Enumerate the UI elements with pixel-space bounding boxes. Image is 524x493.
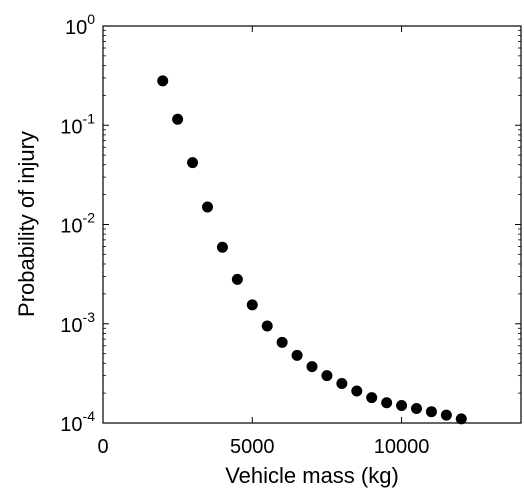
data-point	[202, 201, 213, 213]
x-tick-label: 10000	[374, 436, 430, 458]
x-tick-label: 0	[97, 436, 108, 458]
y-tick-base: 10	[60, 216, 82, 238]
data-point	[455, 413, 467, 425]
data-point	[396, 400, 408, 412]
y-axis-label: Probability of injury	[14, 131, 39, 317]
y-tick-label: 10-2	[60, 210, 95, 238]
data-point	[425, 406, 437, 418]
x-axis-ticks: 0 5000 10000	[97, 26, 429, 458]
y-tick-label: 10-4	[60, 408, 95, 436]
data-point	[246, 299, 258, 311]
data-point	[276, 336, 288, 348]
y-tick-base: 10	[60, 116, 82, 138]
data-point	[351, 385, 363, 397]
y-tick-exponent: -3	[83, 309, 96, 325]
y-tick-base: 10	[65, 17, 87, 39]
data-point	[366, 392, 378, 404]
data-point	[157, 75, 169, 87]
x-axis-label: Vehicle mass (kg)	[225, 463, 399, 488]
data-point	[216, 241, 228, 253]
data-point	[231, 273, 243, 285]
data-point	[291, 349, 303, 361]
data-point	[261, 320, 273, 332]
data-point	[440, 409, 452, 421]
y-tick-label: 10-1	[60, 110, 95, 138]
y-tick-exponent: -4	[83, 408, 96, 424]
y-tick-label: 100	[65, 11, 95, 39]
y-tick-exponent: -2	[83, 210, 96, 226]
y-tick-base: 10	[60, 315, 82, 337]
data-point	[411, 402, 422, 414]
data-point	[321, 370, 333, 382]
y-tick-exponent: 0	[87, 11, 95, 27]
x-tick-label: 5000	[230, 436, 275, 458]
data-point	[306, 361, 318, 373]
data-point	[381, 397, 393, 409]
y-tick-label: 10-3	[60, 309, 95, 337]
data-points	[157, 75, 467, 425]
data-point	[336, 378, 348, 390]
data-point	[172, 113, 184, 125]
y-tick-exponent: -1	[83, 110, 96, 126]
data-point	[187, 157, 199, 169]
y-tick-base: 10	[60, 414, 82, 436]
